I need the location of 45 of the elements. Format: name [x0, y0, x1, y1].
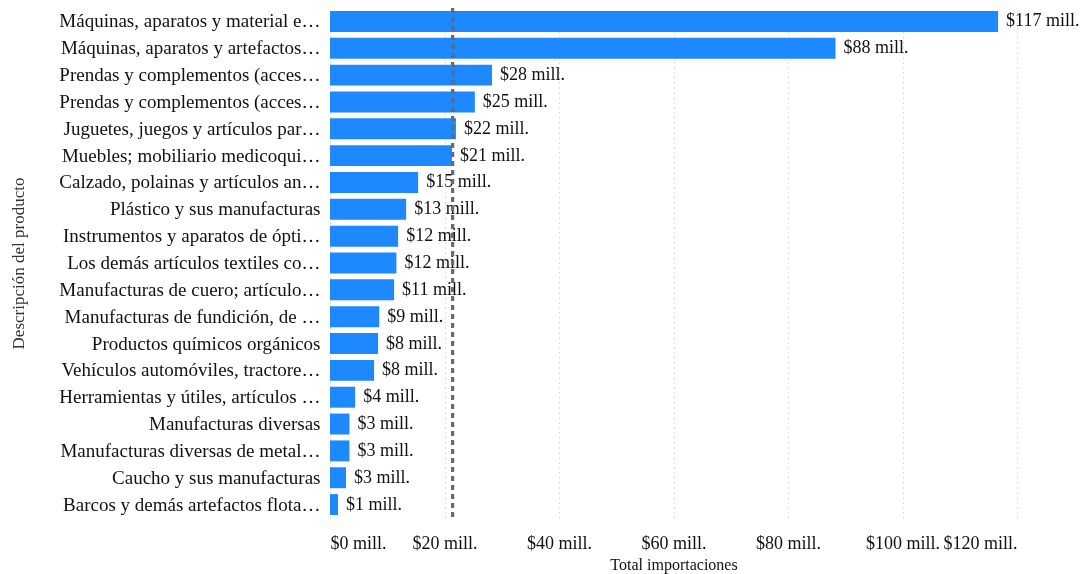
y-tick-label: Máquinas, aparatos y material e…	[59, 10, 321, 32]
y-tick-label: Plástico y sus manufacturas	[109, 198, 321, 220]
data-label: $9 mill.	[387, 305, 444, 326]
data-label: $28 mill.	[500, 64, 566, 85]
data-label: $3 mill.	[357, 413, 414, 434]
data-label: $25 mill.	[482, 90, 548, 111]
data-label: $11 mill.	[402, 278, 467, 299]
y-tick-label: Caucho y sus manufacturas	[112, 466, 321, 488]
y-tick-label: Manufacturas diversas	[149, 413, 321, 435]
data-label: $15 mill.	[426, 171, 492, 192]
y-tick-label: Herramientas y útiles, artículos …	[59, 386, 321, 408]
data-label: $117 mill.	[1006, 10, 1080, 31]
x-tick-label: $80 mill.	[755, 532, 822, 553]
y-tick-label: Juguetes, juegos y artículos par…	[63, 117, 321, 139]
y-tick-label: Manufacturas de cuero; artículo…	[59, 278, 321, 300]
data-label: $8 mill.	[386, 332, 443, 353]
y-tick-label: Productos químicos orgánicos	[91, 332, 321, 354]
data-label: $1 mill.	[346, 493, 403, 514]
data-label: $3 mill.	[357, 439, 414, 460]
x-tick-label: $20 mill.	[412, 532, 478, 553]
y-tick-label: Prendas y complementos (acces…	[59, 64, 321, 87]
y-tick-label: Los demás artículos textiles co…	[67, 252, 321, 273]
data-label: $21 mill.	[459, 144, 525, 165]
data-label: $22 mill.	[463, 117, 529, 138]
y-axis-title: Descripción del producto	[8, 177, 28, 350]
x-tick-label: $60 mill.	[641, 532, 707, 553]
data-label: $12 mill.	[406, 225, 472, 246]
data-label: $8 mill.	[382, 359, 439, 380]
y-tick-label: Muebles; mobiliario medicoqui…	[61, 144, 321, 166]
y-tick-label: Barcos y demás artefactos flota…	[63, 493, 321, 515]
y-tick-label: Instrumentos y aparatos de ópti…	[62, 225, 321, 247]
data-label: $3 mill.	[354, 466, 411, 487]
x-tick-label: $0 mill.	[330, 532, 387, 553]
data-label: $88 mill.	[843, 37, 909, 58]
y-tick-label: Calzado, polainas y artículos an…	[59, 171, 321, 193]
x-tick-label: $100 mill.	[865, 532, 941, 553]
y-tick-label: Máquinas, aparatos y artefactos…	[60, 37, 321, 59]
y-tick-label: Manufacturas de fundición, de …	[64, 305, 321, 327]
y-tick-label: Manufacturas diversas de metal…	[60, 439, 321, 461]
data-label: $4 mill.	[363, 386, 420, 407]
x-tick-label: $40 mill.	[526, 532, 593, 553]
y-tick-label: Vehículos automóviles, tractore…	[61, 359, 321, 381]
y-tick-label: Prendas y complementos (acces…	[59, 90, 321, 113]
x-axis-title: Total importaciones	[610, 555, 738, 574]
x-tick-label: $120 mill.	[943, 532, 1018, 553]
